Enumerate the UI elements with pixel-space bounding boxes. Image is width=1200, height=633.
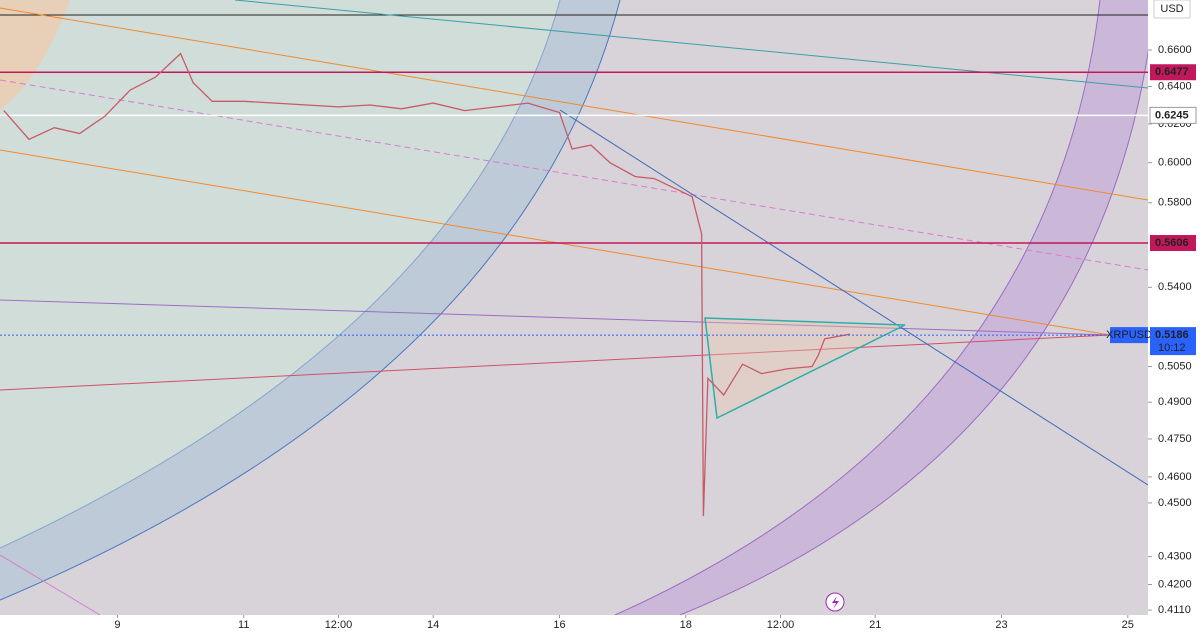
arc-band [615,0,1155,615]
symbol-tag [1110,327,1148,344]
trend-line [0,334,1111,391]
x-tick-label: 12:00 [325,619,353,631]
arc-line [0,0,621,601]
y-tick-label: 0.4750 [1158,433,1192,445]
symbol-label: XRPUSD [1106,329,1152,341]
y-tick-label: 0.6400 [1158,80,1192,92]
arc-line [614,0,1101,616]
price-level-tag [1150,64,1196,81]
x-tick-label: 9 [114,619,120,631]
y-tick-label: 0.5800 [1158,197,1192,209]
price-line [3,52,851,517]
y-tick-label: 0.4600 [1158,471,1192,483]
y-tick-label: 0.5400 [1158,281,1192,293]
price-level-label: 0.6245 [1155,109,1189,121]
currency-label: USD [1160,3,1183,15]
time-axis [0,615,1148,633]
price-level-tag [1149,106,1197,124]
trend-line [0,299,1111,336]
x-tick-label: 21 [869,619,881,631]
x-tick-label: 11 [238,619,249,631]
trend-line [234,0,1149,89]
arc-line [0,0,561,549]
arc-line [679,0,1156,616]
y-tick-label: 0.4110 [1158,604,1191,616]
y-tick-label: 0.5050 [1158,360,1192,372]
arc-band [0,0,620,600]
arc-region [0,0,70,110]
price-level-label: 0.5606 [1155,237,1189,249]
flash-glyph [832,596,839,609]
x-tick-label: 14 [427,619,439,631]
arc-region [0,0,620,600]
x-tick-label: 25 [1122,619,1134,631]
x-tick-label: 18 [680,619,692,631]
y-tick-label: 0.4300 [1158,551,1192,563]
trend-line [0,7,1149,201]
y-tick-label: 0.6600 [1158,44,1192,56]
price-axis [1148,0,1200,633]
countdown-label: 10:12 [1158,342,1186,354]
trend-line [0,554,101,616]
y-tick-label: 0.4500 [1158,497,1192,509]
price-level-tag [1150,235,1196,252]
x-tick-label: 16 [553,619,565,631]
last-price-label: 0.5186 [1155,329,1189,341]
triangle-pattern [704,317,906,420]
trend-line [0,79,1149,271]
y-tick-label: 0.4200 [1158,578,1192,590]
trend-line [559,109,1149,486]
last-price-tag [1150,327,1196,356]
x-tick-label: 23 [995,619,1007,631]
x-tick-label: 12:00 [767,619,795,631]
currency-box [1153,0,1191,19]
y-tick-label: 0.4900 [1158,396,1192,408]
price-level-label: 0.6477 [1155,66,1189,78]
y-tick-label: 0.6000 [1158,157,1192,169]
